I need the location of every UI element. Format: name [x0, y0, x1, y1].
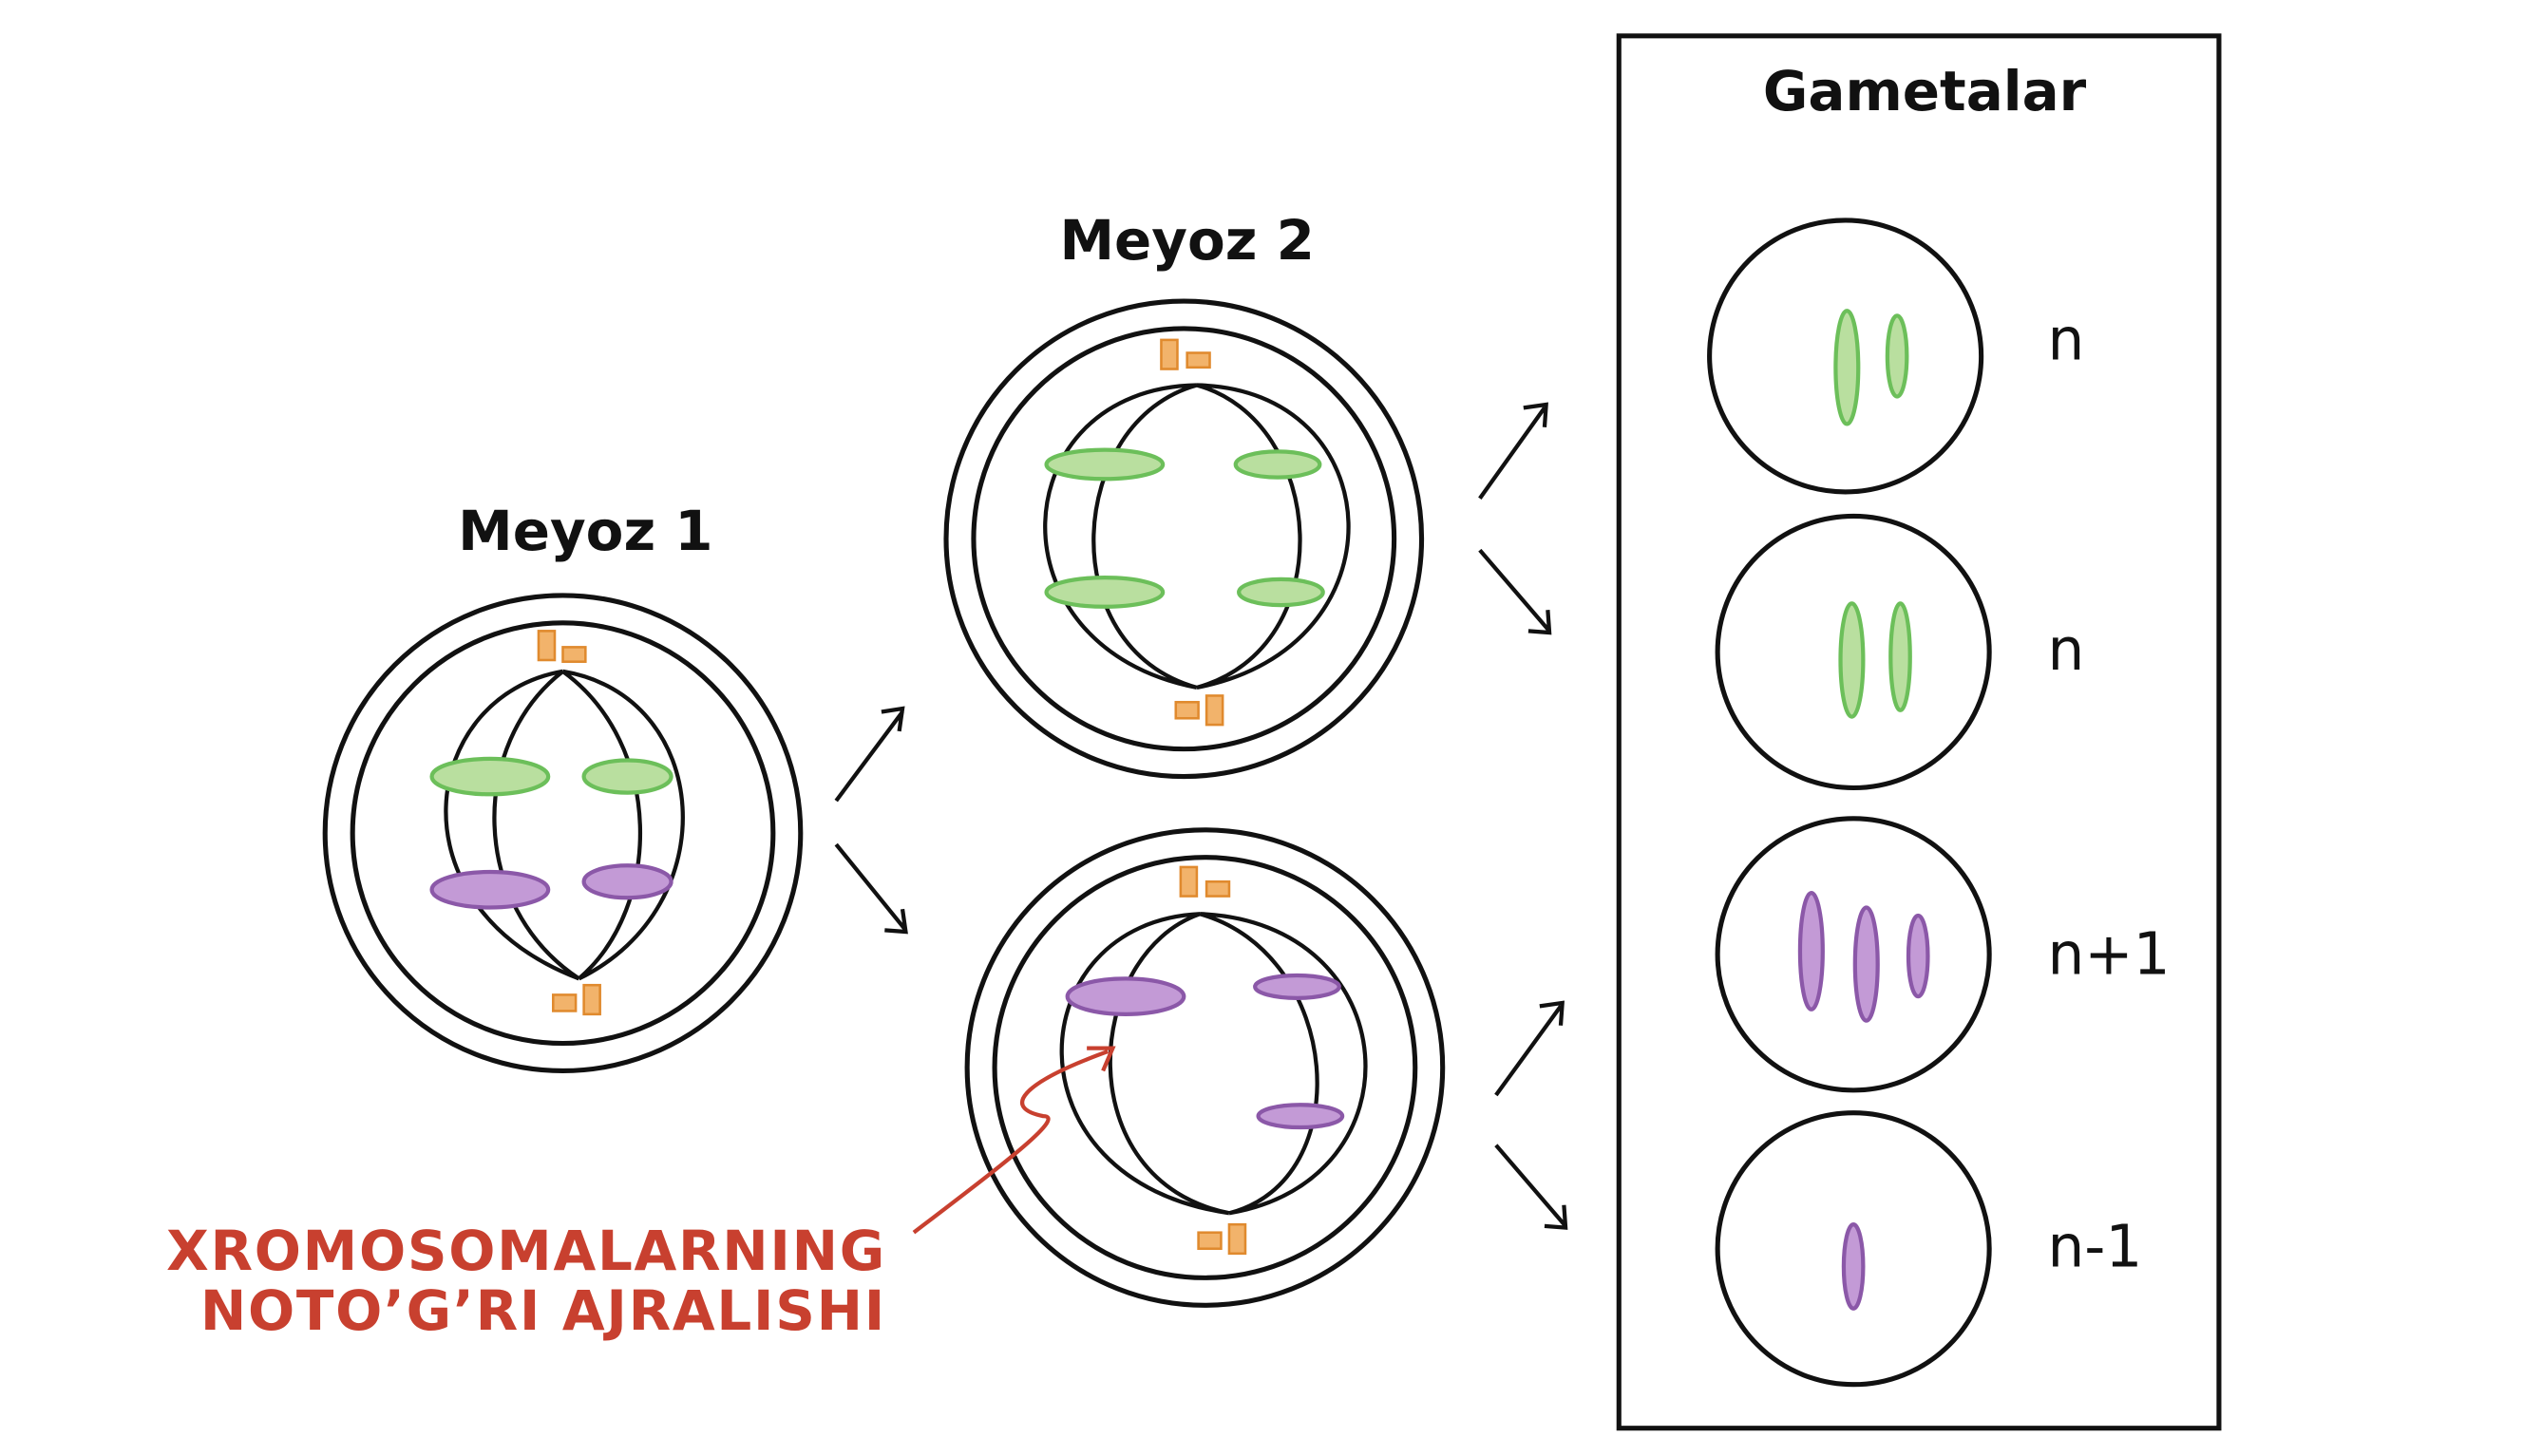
meiosis1-label: Meyoz 1	[458, 499, 712, 563]
meiosis2-label: Meyoz 2	[1059, 208, 1314, 273]
meiosis2-bottom-cell	[964, 827, 1446, 1308]
annotation-line: NOTO’G’RI AJRALISHI	[200, 1278, 886, 1343]
gamete-label: n-1	[2047, 1213, 2142, 1280]
texts: Meyoz 1 Meyoz 2 Gametalar n n n+1 n-1 XR…	[166, 59, 2170, 1343]
gamete-label: n	[2047, 616, 2084, 684]
arrows	[834, 402, 1568, 1235]
meiosis2-top-cell	[943, 298, 1425, 780]
gamete-label: n+1	[2047, 920, 2170, 988]
meiosis1-cell	[322, 593, 804, 1073]
cells	[322, 298, 1446, 1308]
gametes-panel	[1616, 33, 2222, 1431]
gamete-label: n	[2047, 306, 2084, 373]
gametes-title: Gametalar	[1763, 59, 2087, 123]
annotation-line: XROMOSOMALARNING	[166, 1219, 886, 1283]
